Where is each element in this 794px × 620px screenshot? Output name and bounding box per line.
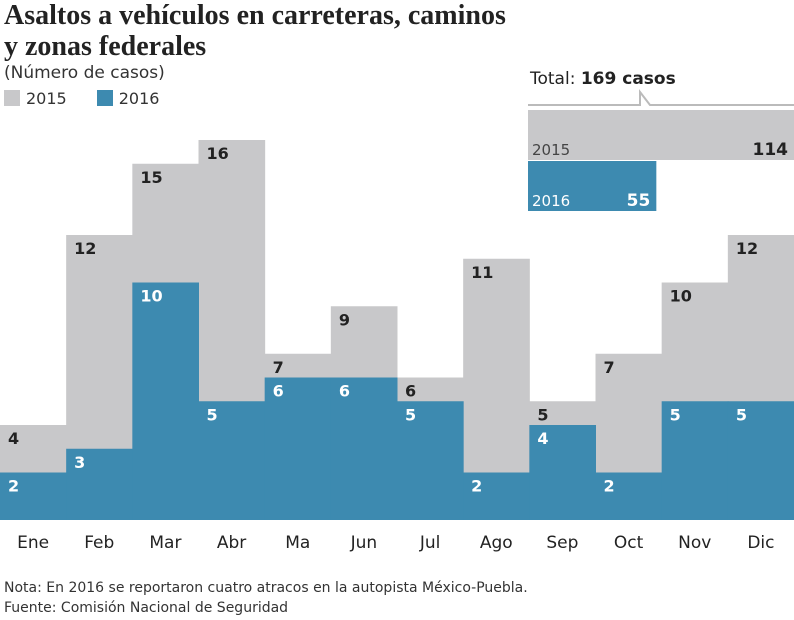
legend-swatch [4,90,20,106]
legend: 2015 2016 [4,89,524,109]
data-label-2015-Ma: 7 [273,358,284,377]
data-label-2016-Nov: 5 [670,405,681,424]
data-label-2016-Ago: 2 [471,477,482,496]
data-label-2016-Ene: 2 [8,477,19,496]
bar-2016-Abr [198,401,266,520]
chart-header: Asaltos a vehículos en carreteras, camin… [4,0,524,109]
total-bar-2015 [528,110,794,160]
total-value: 169 casos [581,69,676,89]
bar-2016-Feb [66,448,133,520]
legend-item-2016: 2016 [96,89,160,109]
total-label-text: Total: [529,69,581,89]
bar-2016-Dic [727,401,794,520]
data-label-2015-Nov: 10 [670,287,692,306]
bar-2016-Nov [661,401,729,520]
data-label-2015-Jun: 9 [339,310,350,329]
bar-2016-Ma [264,377,332,520]
data-label-2015-Ago: 11 [471,263,493,282]
x-tick-label: Nov [678,533,711,553]
bar-2016-Mar [132,282,199,520]
x-tick-label: Jul [419,533,441,553]
data-label-2016-Jun: 6 [339,382,350,401]
data-label-2016-Oct: 2 [604,477,615,496]
bar-2016-Oct [595,472,663,520]
legend-swatch [96,90,113,106]
bar-2016-Sep [529,425,596,520]
data-label-2016-Sep: 4 [537,429,548,448]
chart-subtitle: (Número de casos) [4,63,165,83]
total-bar-value: 114 [753,140,789,160]
data-label-2015-Ene: 4 [8,429,19,448]
data-label-2016-Ma: 6 [273,382,284,401]
total-label: Total: 169 casos [529,69,676,89]
data-label-2016-Feb: 3 [74,453,85,472]
bar-2016-Ago [463,472,530,520]
x-tick-label: Ago [480,533,513,553]
data-label-2015-Feb: 12 [74,239,96,258]
bar-2016-Jun [330,377,398,520]
legend-label: 2015 [26,89,67,108]
x-tick-label: Ma [285,533,310,553]
data-label-2016-Dic: 5 [736,405,747,424]
data-label-2016-Abr: 5 [207,405,218,424]
legend-label: 2016 [118,89,160,108]
bar-2016-Jul [397,401,464,520]
callout-line [528,89,794,106]
data-label-2015-Sep: 5 [537,405,548,424]
data-label-2016-Mar: 10 [140,287,162,306]
bar-2016-Ene [0,472,67,520]
data-label-2015-Mar: 15 [140,168,162,187]
total-bar-value: 55 [627,191,651,211]
x-tick-label: Dic [747,533,774,553]
legend-item-2015: 2015 [4,89,67,109]
x-tick-label: Abr [217,533,246,553]
data-label-2016-Jul: 5 [405,405,416,424]
x-tick-label: Mar [149,533,181,553]
x-tick-label: Oct [614,533,644,553]
x-tick-label: Ene [17,533,49,553]
x-tick-label: Feb [84,533,114,553]
source: Fuente: Comisión Nacional de Seguridad [4,600,289,616]
total-bar-year: 2015 [532,141,570,159]
chart-title: Asaltos a vehículos en carreteras, camin… [4,0,506,62]
x-tick-label: Jun [350,533,378,553]
x-tick-label: Sep [546,533,578,553]
data-label-2015-Dic: 12 [736,239,758,258]
data-label-2015-Abr: 16 [207,144,229,163]
total-bar-2016 [528,161,657,211]
data-label-2015-Jul: 6 [405,382,416,401]
total-bar-year: 2016 [532,192,570,210]
note: Nota: En 2016 se reportaron cuatro atrac… [4,580,528,596]
data-label-2015-Oct: 7 [604,358,615,377]
